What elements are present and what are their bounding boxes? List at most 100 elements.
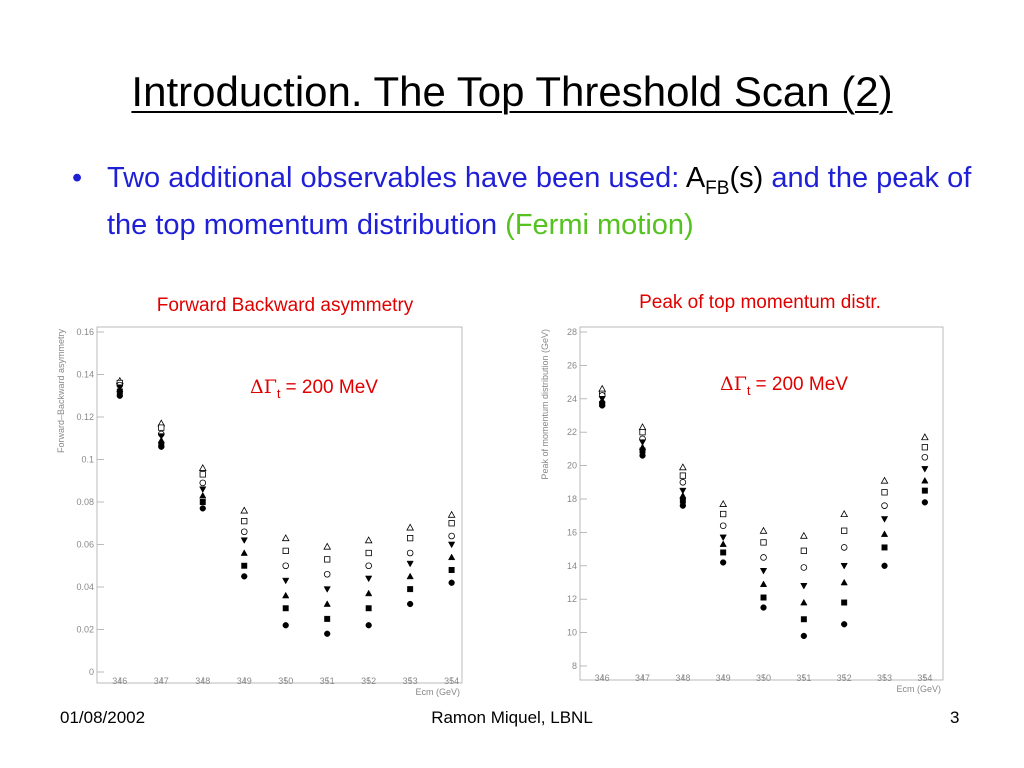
marker [880, 516, 889, 523]
marker [719, 499, 728, 507]
marker [365, 549, 372, 557]
marker [598, 384, 607, 392]
marker [638, 439, 647, 446]
marker [116, 392, 123, 399]
bullet-dot: • [72, 162, 83, 194]
marker [281, 534, 290, 542]
y-tick-label: 0.08 [76, 497, 94, 507]
marker [448, 520, 455, 527]
marker [448, 553, 456, 561]
footer-page: 3 [950, 708, 960, 727]
marker [241, 562, 248, 569]
marker [240, 528, 248, 536]
y-tick-label: 0.04 [76, 582, 94, 592]
y-tick-label: 12 [567, 594, 577, 604]
marker [800, 583, 808, 590]
chart-title: Forward Backward asymmetry [157, 295, 414, 316]
marker [282, 547, 289, 554]
y-tick-label: 0.02 [76, 625, 94, 635]
marker [679, 502, 686, 509]
bullet-part: Two additional observables have been use… [107, 162, 680, 194]
x-tick-label: 347 [154, 676, 169, 686]
marker [365, 605, 372, 612]
marker [840, 578, 848, 586]
marker [759, 526, 768, 534]
x-tick-label: 352 [837, 673, 852, 683]
bullet-part: and the peak of the top momentum distrib… [107, 162, 972, 241]
marker [921, 453, 929, 461]
annotation: ΔΓt = 200 MeV [250, 376, 378, 401]
bullet-sub: FB [705, 177, 730, 199]
marker [800, 598, 808, 606]
y-tick-label: 0.06 [76, 540, 94, 550]
marker [719, 522, 727, 529]
x-tick-label: 354 [444, 676, 459, 686]
y-tick-label: 0.16 [76, 327, 94, 337]
x-tick-label: 351 [320, 676, 335, 686]
marker [679, 487, 687, 495]
marker [282, 591, 290, 599]
annotation-text: = 200 MeV [286, 377, 379, 398]
footer-author: Ramon Miquel, LBNL [431, 708, 593, 727]
y-tick-label: 0.12 [76, 412, 94, 422]
marker [282, 605, 289, 612]
marker [407, 586, 414, 593]
marker [240, 549, 248, 556]
y-axis-label: Forward–Backward asymmetry [56, 329, 66, 454]
marker [720, 549, 727, 556]
marker [323, 542, 332, 550]
marker [800, 564, 808, 571]
marker [841, 621, 848, 628]
marker [760, 539, 767, 546]
marker [719, 540, 727, 547]
marker [881, 562, 888, 569]
marker [760, 594, 767, 601]
x-tick-label: 352 [361, 676, 376, 686]
bullet-part: (s) [729, 162, 764, 194]
marker [407, 600, 414, 608]
y-tick-label: 20 [567, 461, 577, 471]
marker [921, 487, 928, 494]
chart: Peak of top momentum distr. ΔΓt = 200 MeV E… [540, 292, 944, 694]
marker [921, 476, 929, 484]
marker [365, 575, 373, 583]
marker [800, 547, 807, 554]
x-tick-label: 353 [403, 676, 418, 686]
marker [199, 491, 207, 499]
annotation-sub: t [747, 383, 751, 398]
marker [448, 541, 456, 549]
y-tick-label: 26 [567, 360, 577, 370]
marker [365, 589, 373, 597]
y-tick-label: 22 [567, 427, 577, 437]
marker [840, 510, 849, 517]
x-tick-label: 347 [635, 673, 650, 683]
y-axis-label: Peak of momentum distribution (GeV) [540, 329, 550, 480]
marker [157, 433, 165, 440]
marker [921, 499, 928, 506]
marker [760, 554, 767, 561]
marker [599, 402, 606, 409]
bullet-text: Two additional observables have been use… [107, 160, 1012, 244]
marker [720, 559, 727, 566]
marker [240, 506, 249, 514]
marker [199, 486, 207, 493]
x-tick-label: 349 [716, 673, 731, 683]
y-tick-label: 0 [89, 667, 94, 677]
marker [881, 502, 888, 509]
marker [639, 452, 646, 459]
marker [240, 537, 248, 544]
x-tick-label: 350 [278, 676, 293, 686]
x-axis-label: Ecm (GeV) [896, 684, 941, 694]
y-tick-label: 0.1 [81, 455, 94, 465]
marker [881, 489, 888, 496]
y-tick-label: 10 [567, 628, 577, 638]
marker [365, 562, 372, 570]
x-tick-label: 348 [195, 676, 210, 686]
footer-date: 01/08/2002 [60, 708, 146, 727]
marker [880, 476, 889, 484]
marker [324, 615, 331, 622]
marker [158, 424, 165, 431]
annotation-text: = 200 MeV [756, 374, 849, 395]
